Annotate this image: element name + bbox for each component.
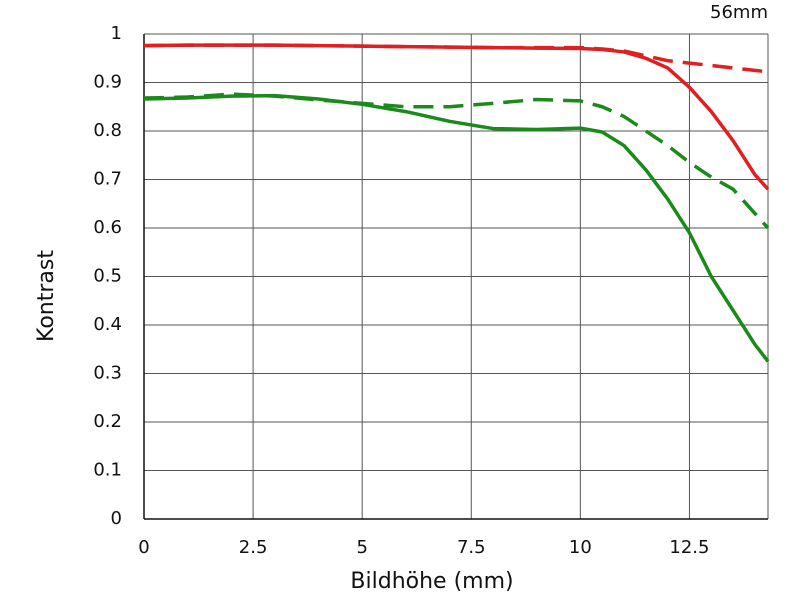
x-tick-label: 5	[356, 537, 367, 558]
series-line	[143, 43, 770, 191]
y-tick-label: 0.9	[93, 72, 122, 93]
y-tick-label: 0.1	[93, 460, 122, 481]
y-axis-label: Kontrast	[34, 250, 59, 342]
y-tick-label: 0.7	[93, 169, 122, 190]
x-tick-label: 12.5	[669, 537, 709, 558]
x-tick-label: 10	[569, 537, 592, 558]
y-tick-label: 0.3	[93, 363, 122, 384]
x-tick-label: 7.5	[457, 537, 486, 558]
y-tick-label: 0.2	[93, 411, 122, 432]
x-tick-label: 2.5	[239, 537, 268, 558]
y-tick-label: 0.5	[93, 266, 122, 287]
series-line	[143, 43, 769, 74]
x-tick-label: 0	[138, 537, 149, 558]
x-axis-label: Bildhöhe (mm)	[350, 569, 513, 594]
annotation: 56mm	[710, 2, 768, 23]
series-line	[143, 92, 770, 230]
y-tick-label: 0	[111, 508, 122, 529]
y-tick-label: 1	[111, 23, 122, 44]
y-tick-label: 0.8	[93, 120, 122, 141]
y-tick-label: 0.6	[93, 217, 122, 238]
y-tick-label: 0.4	[93, 314, 122, 335]
